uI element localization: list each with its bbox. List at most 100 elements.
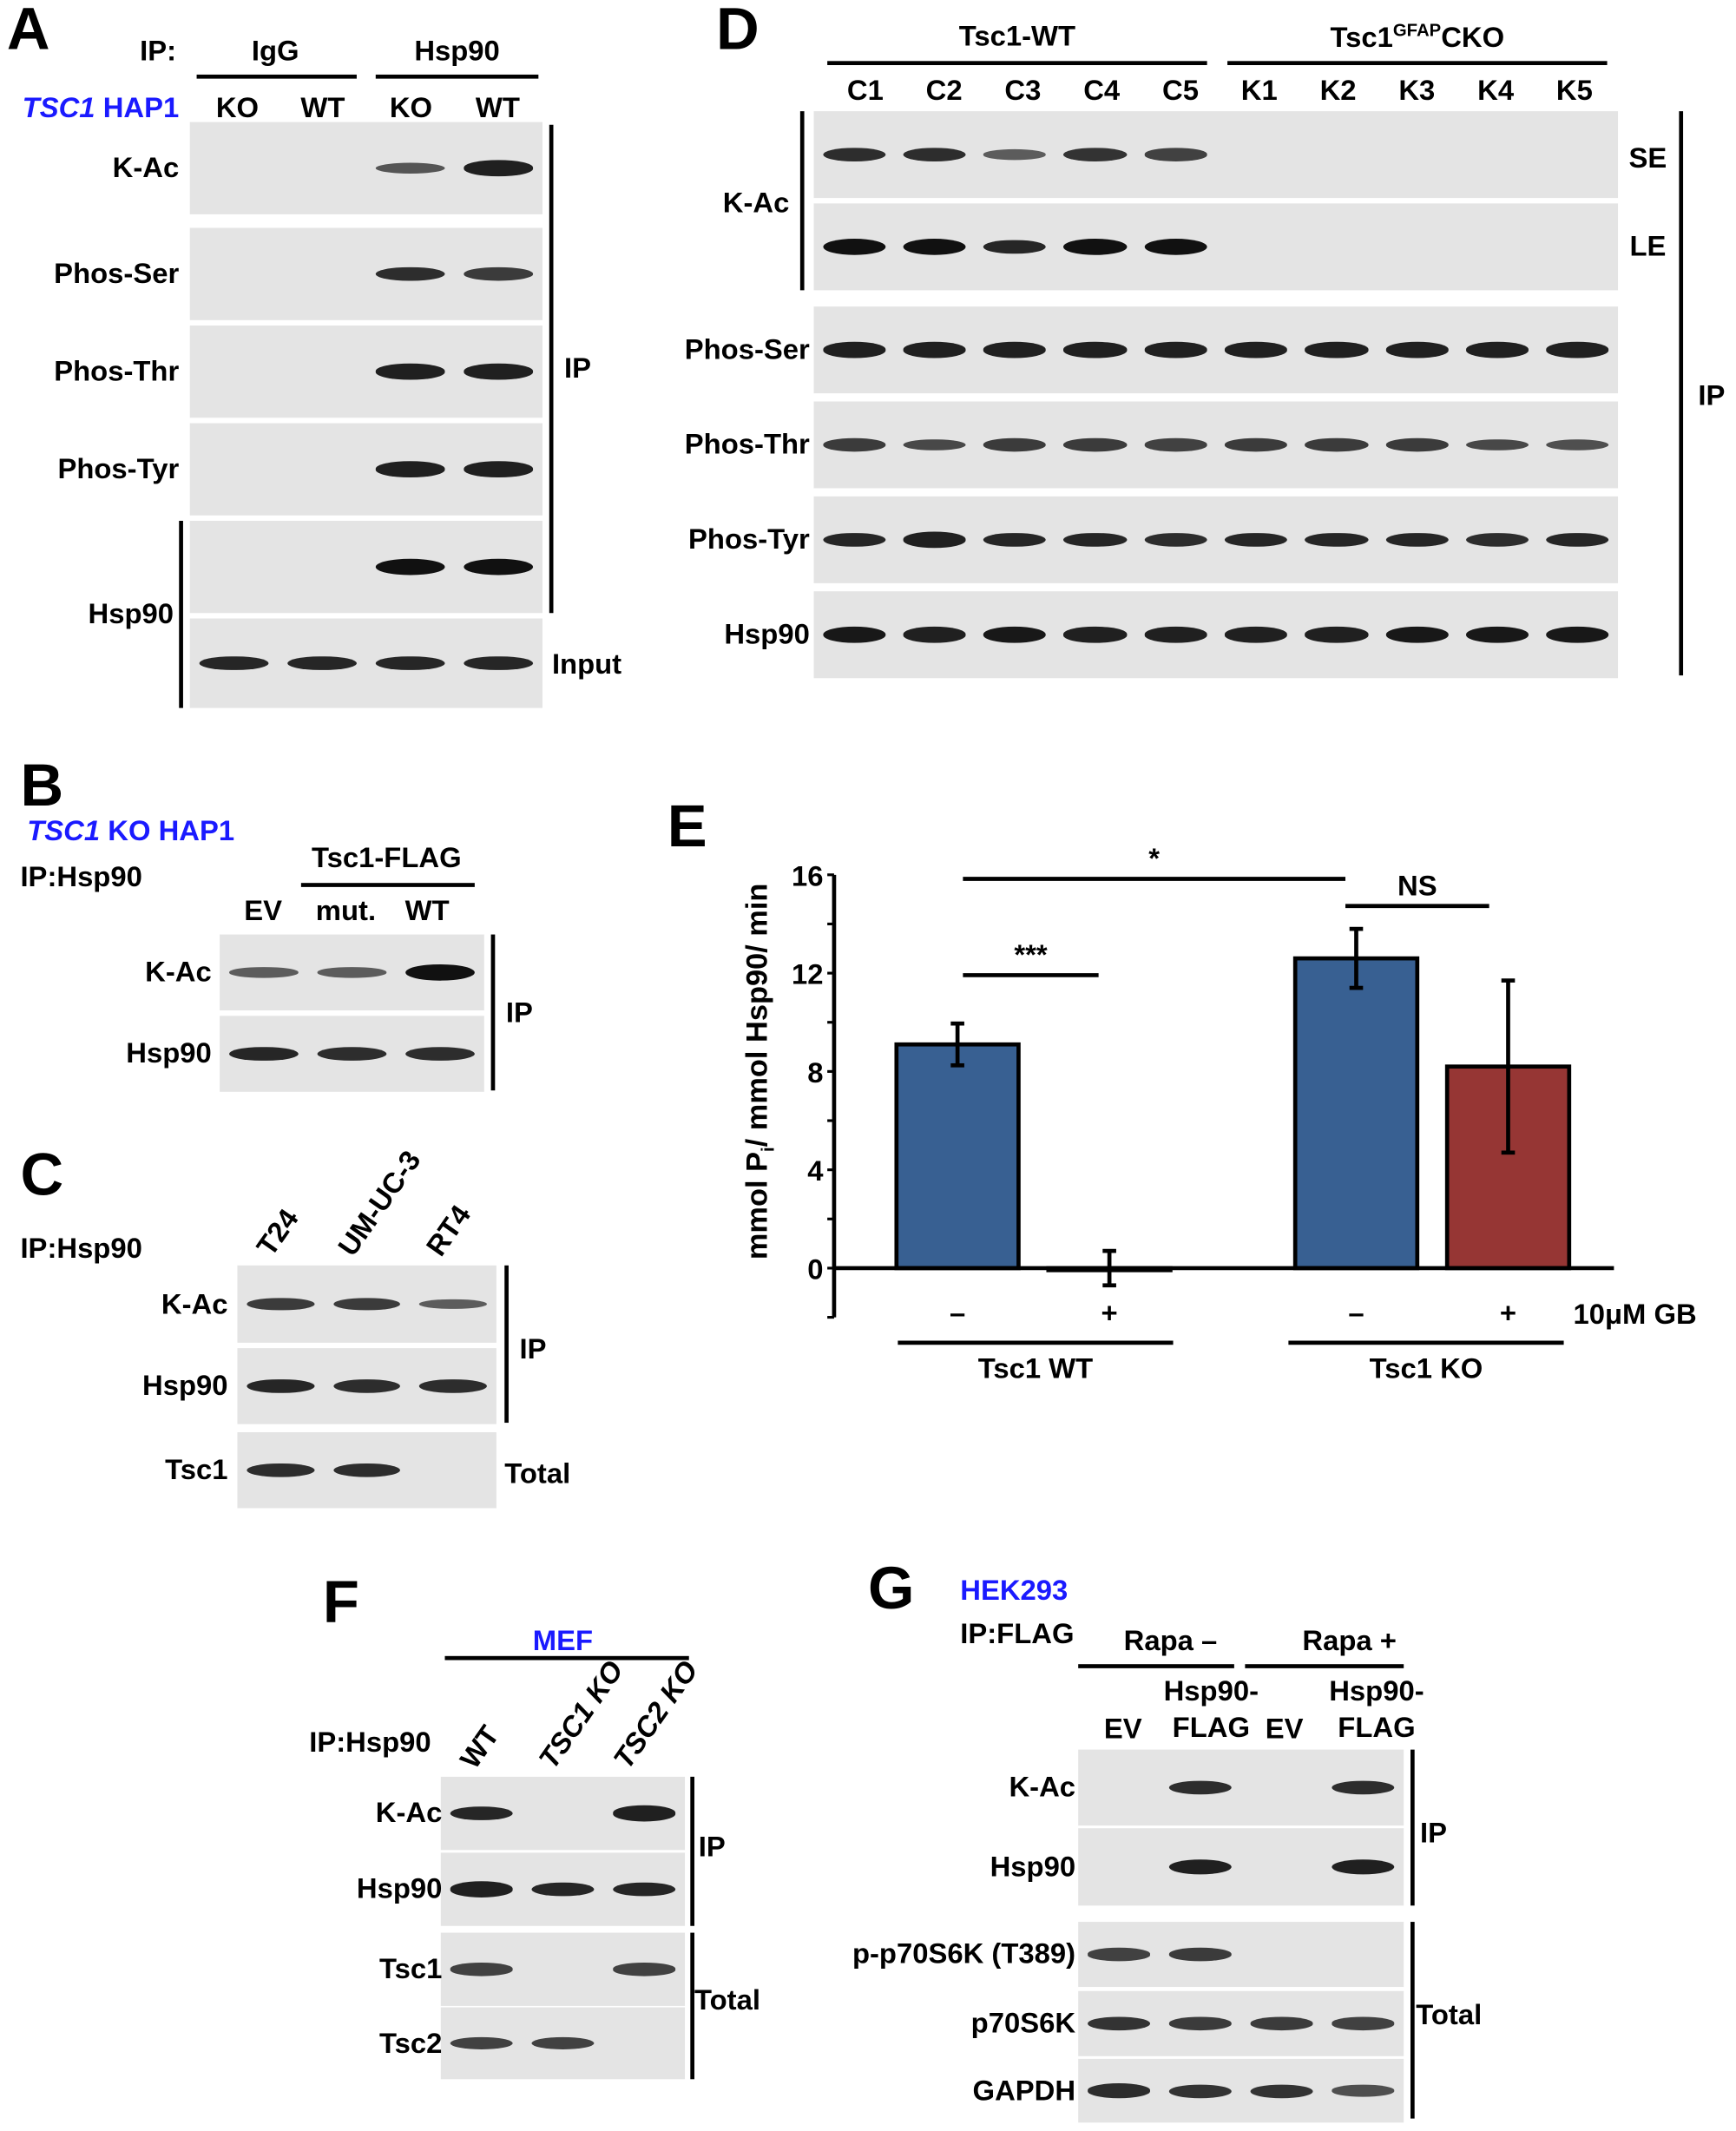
blot-label: K-Ac	[375, 1798, 443, 1830]
le-label: LE	[1629, 231, 1667, 263]
blot-strip	[1078, 1828, 1404, 1906]
significance-label: NS	[1397, 869, 1437, 901]
treatment-sign: –	[1348, 1296, 1364, 1328]
blot-strip	[189, 618, 542, 708]
band	[983, 627, 1047, 643]
band	[1144, 627, 1207, 642]
band	[612, 1882, 676, 1897]
blot-strip	[813, 591, 1619, 679]
blot-strip	[440, 1776, 686, 1851]
band	[419, 1378, 487, 1393]
blot-label: Tsc1	[165, 1454, 228, 1486]
band	[822, 342, 885, 358]
band	[317, 1046, 387, 1062]
group-line	[1245, 1664, 1404, 1668]
bracket	[690, 1776, 694, 1926]
band	[376, 266, 445, 281]
blot-strip	[237, 1432, 496, 1509]
ip-bracket-label: IP	[1420, 1818, 1448, 1850]
panel-label-a: A	[6, 0, 50, 62]
blot-strip	[189, 227, 542, 320]
significance-label: ***	[1014, 938, 1048, 970]
y-tick-label: 0	[807, 1253, 823, 1285]
band	[376, 461, 445, 477]
blot-label: Tsc1	[379, 1953, 443, 1985]
cell-line-label: TSC1 KO HAP1	[27, 815, 235, 847]
lane-label: WT	[300, 93, 345, 124]
band	[1087, 2016, 1151, 2031]
band	[1305, 532, 1368, 548]
blot-label: K-Ac	[1009, 1772, 1076, 1804]
band	[1224, 437, 1288, 451]
total-label: Total	[504, 1458, 571, 1490]
blot-strip	[220, 934, 484, 1011]
cell-line-label: MEF	[532, 1625, 594, 1657]
band	[405, 1046, 475, 1062]
significance-label: *	[1148, 842, 1160, 874]
band	[1305, 627, 1368, 642]
blot-label: Hsp90	[356, 1873, 443, 1905]
y-tick-label: 4	[807, 1154, 824, 1187]
band	[450, 1805, 514, 1821]
y-tick-label: 12	[792, 958, 823, 990]
y-tick-label: 8	[807, 1056, 823, 1089]
band	[903, 532, 966, 548]
band	[1063, 342, 1127, 358]
lane-label: K3	[1398, 75, 1436, 107]
band	[1087, 2083, 1151, 2098]
group-line	[444, 1655, 689, 1661]
band	[903, 239, 966, 255]
lane-label: C1	[846, 75, 884, 107]
blot-strip	[440, 1932, 686, 2006]
lane-label: C2	[925, 75, 963, 107]
blot-label: K-Ac	[112, 152, 180, 184]
lane-label: C5	[1162, 75, 1199, 107]
band	[464, 364, 533, 379]
band	[287, 655, 357, 671]
band	[199, 655, 269, 671]
group-line	[1078, 1664, 1234, 1668]
band	[450, 1881, 514, 1898]
band	[1546, 438, 1609, 451]
blot-strip	[813, 306, 1619, 394]
ip-label: IP:FLAG	[960, 1618, 1075, 1650]
band	[464, 160, 533, 176]
treatment-sign: +	[1101, 1296, 1118, 1328]
group-line	[1227, 61, 1608, 65]
bracket	[549, 124, 554, 614]
cell-line-label: TSC1 HAP1	[22, 93, 180, 124]
band	[419, 1299, 487, 1310]
band	[1331, 2085, 1395, 2097]
bar	[894, 1042, 1021, 1271]
band	[822, 147, 885, 162]
band	[1385, 532, 1449, 548]
band	[983, 437, 1047, 451]
blot-strip	[813, 496, 1619, 583]
blot-label: Phos-Thr	[54, 356, 180, 388]
band	[450, 1963, 514, 1976]
band	[229, 967, 299, 978]
lane-label: WT	[404, 896, 450, 927]
lane-label: K2	[1319, 75, 1357, 107]
band	[612, 1963, 676, 1976]
group-rapa-minus: Rapa –	[1123, 1625, 1218, 1657]
band	[1305, 437, 1368, 451]
band	[1168, 1948, 1233, 1962]
bracket	[799, 111, 805, 291]
band	[1168, 1780, 1233, 1795]
band	[822, 239, 885, 255]
blot-strip	[189, 122, 542, 214]
blot-strip	[237, 1348, 496, 1424]
blot-strip	[189, 521, 542, 614]
bracket	[1410, 1749, 1415, 1906]
blot-label: Hsp90	[990, 1851, 1076, 1883]
ip-bracket-label: IP	[564, 353, 592, 385]
blot-label: Hsp90	[142, 1370, 228, 1402]
group-label: Tsc1 KO	[1370, 1352, 1483, 1384]
band	[1465, 532, 1529, 547]
band	[1305, 342, 1368, 358]
ip-label: IP:	[140, 36, 177, 68]
lane-label: EV	[244, 896, 283, 927]
group-line	[827, 61, 1207, 65]
blot-label: Phos-Ser	[684, 334, 810, 366]
